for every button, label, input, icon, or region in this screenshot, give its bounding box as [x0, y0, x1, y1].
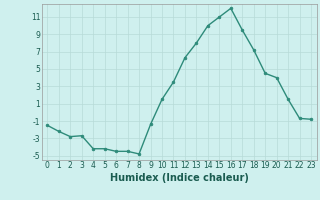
- X-axis label: Humidex (Indice chaleur): Humidex (Indice chaleur): [110, 173, 249, 183]
